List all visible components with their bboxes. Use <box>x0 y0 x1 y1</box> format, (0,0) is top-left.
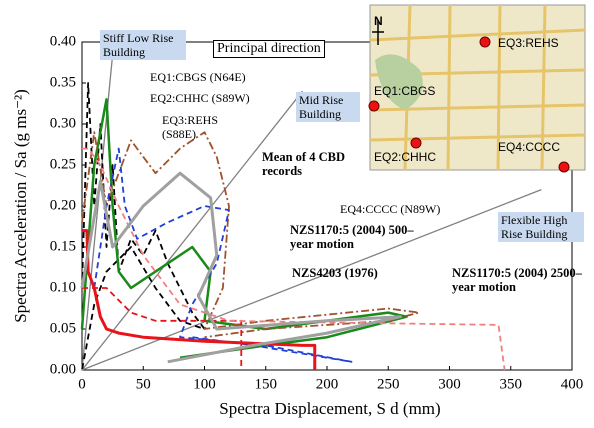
series-label: EQ4:CCCC (N89W) <box>340 202 440 216</box>
series-label: Flexible High Rise Building <box>498 212 584 242</box>
x-tick-label: 0 <box>78 376 86 392</box>
x-tick-label: 300 <box>438 376 461 392</box>
map-north: N <box>374 14 383 28</box>
y-tick-label: 0.20 <box>50 197 76 213</box>
x-tick-label: 50 <box>136 376 151 392</box>
x-tick-label: 350 <box>500 376 523 392</box>
y-tick-label: 0.25 <box>50 156 76 172</box>
series-label: EQ1:CBGS (N64E) <box>150 70 246 84</box>
series-label: NZS1170:5 (2004) 500–year motion <box>290 223 415 251</box>
map-label: EQ2:CHHC <box>374 150 436 164</box>
x-tick-label: 200 <box>316 376 339 392</box>
x-tick-label: 250 <box>377 376 400 392</box>
series-label: Stiff Low Rise Building <box>100 30 186 60</box>
map-label: EQ4:CCCC <box>498 140 560 154</box>
x-tick-label: 150 <box>255 376 278 392</box>
series-label: EQ3:REHS (S88E) <box>162 113 222 141</box>
series-label: NZS1170:5 (2004) 2500–year motion <box>452 266 592 294</box>
series-label: EQ2:CHHC (S89W) <box>150 91 250 105</box>
y-tick-label: 0.35 <box>50 74 76 90</box>
y-tick-label: 0.05 <box>50 320 76 336</box>
series-label: Mid Rise Building <box>296 92 360 122</box>
y-tick-label: 0.15 <box>50 238 76 254</box>
series-label: Mean of 4 CBD records <box>262 150 352 178</box>
page: Spectra Displacement, S d (mm) Spectra A… <box>0 0 594 428</box>
series-label: NZS4203 (1976) <box>292 266 378 280</box>
x-tick-label: 100 <box>193 376 216 392</box>
annotation: Principal direction <box>213 40 325 58</box>
y-tick-label: 0.30 <box>50 115 76 131</box>
y-tick-label: 0.40 <box>50 33 76 49</box>
x-tick-label: 400 <box>561 376 584 392</box>
y-tick-label: 0.10 <box>50 279 76 295</box>
y-tick-label: 0.00 <box>50 361 76 377</box>
x-axis-title: Spectra Displacement, S d (mm) <box>219 399 440 418</box>
map-label: EQ3:REHS <box>498 36 559 50</box>
y-axis-title: Spectra Acceleration / Sa (g ms⁻²) <box>11 89 30 323</box>
map-label: EQ1:CBGS <box>374 84 435 98</box>
